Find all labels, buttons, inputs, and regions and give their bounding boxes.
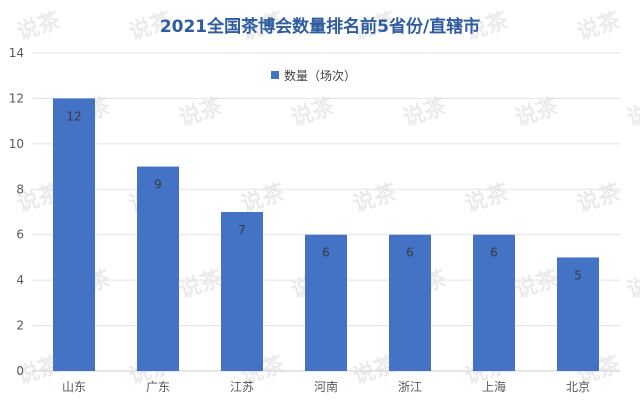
watermark-text: 说茶 bbox=[350, 179, 401, 218]
data-label: 5 bbox=[574, 268, 582, 282]
bar bbox=[389, 234, 431, 371]
bar bbox=[557, 257, 599, 371]
data-label: 6 bbox=[406, 246, 414, 260]
x-tick-label: 浙江 bbox=[398, 380, 422, 394]
data-labels: 12 9 7 6 6 6 5 bbox=[66, 109, 581, 282]
bar bbox=[53, 98, 95, 371]
x-tick-label: 河南 bbox=[314, 379, 338, 394]
x-axis-ticks: 山东 广东 江苏 河南 浙江 上海 北京 bbox=[62, 379, 590, 394]
watermark-text: 说茶 bbox=[176, 265, 227, 304]
bar bbox=[305, 234, 347, 371]
y-tick-label: 10 bbox=[9, 137, 24, 151]
legend: 数量（场次） bbox=[271, 68, 356, 83]
watermark-text: 说茶 bbox=[624, 265, 640, 304]
y-tick-label: 6 bbox=[16, 228, 24, 242]
bar bbox=[137, 166, 179, 371]
bar-series bbox=[53, 98, 599, 371]
y-tick-label: 12 bbox=[9, 91, 24, 105]
x-tick-label: 广东 bbox=[146, 380, 170, 394]
watermark-text: 说茶 bbox=[512, 265, 563, 304]
x-tick-label: 江苏 bbox=[230, 380, 254, 394]
watermark-text: 说茶 bbox=[624, 93, 640, 132]
y-tick-label: 8 bbox=[16, 182, 24, 196]
x-tick-label: 山东 bbox=[62, 380, 86, 394]
y-tick-label: 0 bbox=[16, 364, 24, 378]
bar bbox=[473, 234, 515, 371]
y-tick-label: 4 bbox=[16, 273, 24, 287]
watermark-text: 说茶 bbox=[574, 179, 625, 218]
data-label: 6 bbox=[490, 246, 498, 260]
data-label: 6 bbox=[322, 246, 330, 260]
watermark-text: 说茶 bbox=[462, 179, 513, 218]
watermark-text: 说茶 bbox=[14, 7, 65, 46]
y-tick-label: 14 bbox=[9, 46, 24, 60]
x-tick-label: 上海 bbox=[482, 379, 506, 394]
legend-swatch bbox=[271, 71, 279, 79]
data-label: 7 bbox=[238, 223, 246, 237]
y-tick-label: 2 bbox=[16, 319, 24, 333]
legend-label: 数量（场次） bbox=[284, 68, 356, 83]
y-axis-ticks: 0 2 4 6 8 10 12 14 bbox=[9, 46, 24, 378]
x-tick-label: 北京 bbox=[566, 380, 590, 394]
chart-title: 2021全国茶博会数量排名前5省份/直辖市 bbox=[160, 16, 480, 37]
bar bbox=[221, 212, 263, 371]
data-label: 9 bbox=[154, 178, 162, 192]
data-label: 12 bbox=[66, 109, 81, 123]
watermark-text: 说茶 bbox=[574, 7, 625, 46]
watermark-text: 说茶 bbox=[238, 179, 289, 218]
